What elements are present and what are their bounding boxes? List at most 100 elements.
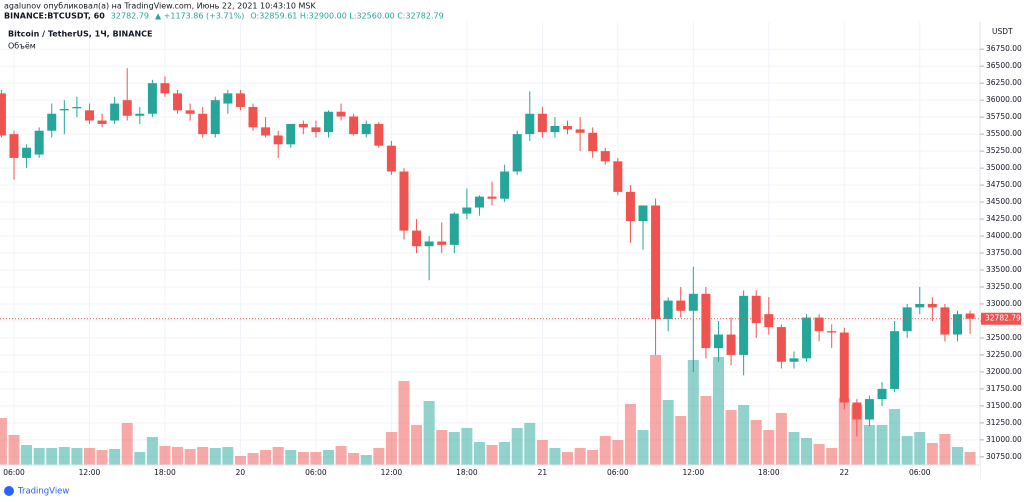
candle-body	[185, 110, 195, 114]
volume-bar	[323, 450, 334, 465]
volume-bar	[209, 448, 221, 465]
volume-bar	[725, 410, 737, 465]
price: 32782.79	[111, 12, 149, 21]
candle-body	[726, 334, 736, 355]
candle-body	[9, 134, 19, 158]
price-axis-bg	[980, 22, 1024, 480]
candle-body	[600, 151, 610, 162]
volume-legend: Объём	[8, 42, 36, 51]
volume-bar	[838, 398, 850, 465]
candle-body	[789, 358, 799, 362]
change: ▲ +1173.86 (+3.71%)	[155, 12, 244, 21]
volume-bar	[335, 446, 347, 465]
candle-body	[864, 399, 874, 420]
volume-bar	[675, 416, 687, 465]
volume-bar	[750, 420, 762, 465]
volume-bar	[8, 435, 20, 465]
y-tick-label: 31750.00	[986, 384, 1022, 393]
volume-bar	[272, 447, 284, 465]
volume-bar	[285, 450, 297, 465]
candle-body	[500, 171, 510, 199]
x-tick-label: 12:00	[381, 468, 403, 477]
x-tick-label: 06:00	[305, 468, 327, 477]
x-tick-label: 06:00	[607, 468, 629, 477]
y-tick-label: 36250.00	[986, 78, 1022, 87]
volume-bar	[58, 447, 70, 465]
candle-body	[399, 171, 409, 231]
y-tick-label: 36500.00	[986, 61, 1022, 70]
y-tick-label: 34500.00	[986, 197, 1022, 206]
x-tick-label: 20	[236, 468, 246, 477]
volume-bar	[310, 452, 322, 465]
candle-body	[802, 317, 812, 359]
candle-body	[487, 196, 497, 199]
time-axis-bg	[0, 465, 980, 480]
x-tick-label: 18:00	[758, 468, 780, 477]
header-bg	[0, 0, 1024, 22]
ohlc: O:32859.61 H:32900.00 L:32560.00 C:32782…	[250, 12, 443, 21]
candle-body	[235, 93, 245, 107]
volume-bar	[448, 432, 460, 465]
candle-body	[223, 93, 233, 104]
volume-bar	[121, 423, 133, 465]
volume-bar	[197, 447, 209, 465]
candle-body	[902, 307, 912, 332]
volume-bar	[637, 430, 649, 465]
candle-body	[613, 161, 623, 192]
y-tick-label: 35750.00	[986, 112, 1022, 121]
candle-body	[852, 402, 862, 420]
candle-body	[827, 331, 837, 333]
volume-bar	[222, 447, 234, 465]
volume-bar	[260, 450, 272, 465]
candle-body	[437, 241, 447, 245]
volume-bar	[96, 450, 108, 465]
candle-body	[927, 303, 937, 308]
y-tick-label: 36000.00	[986, 95, 1022, 104]
volume-bar	[687, 360, 699, 465]
y-tick-label: 31250.00	[986, 418, 1022, 427]
candle-body	[915, 303, 925, 308]
volume-bar	[536, 440, 548, 465]
y-tick-label: 31500.00	[986, 401, 1022, 410]
x-tick-label: 18:00	[154, 468, 176, 477]
volume-bar	[952, 447, 963, 465]
candle-body	[638, 205, 648, 222]
volume-bar	[411, 425, 423, 465]
candle-body	[688, 293, 698, 311]
candle-body	[537, 113, 547, 133]
candle-body	[311, 127, 321, 133]
candle-body	[651, 205, 661, 319]
y-tick-label: 35000.00	[986, 163, 1022, 172]
y-tick-label: 32000.00	[986, 367, 1022, 376]
volume-bar	[461, 428, 473, 465]
symbol: BINANCE:BTCUSDT, 60	[4, 12, 105, 21]
currency: USDT	[992, 27, 1013, 36]
candle-body	[286, 123, 296, 145]
candle-body	[839, 332, 849, 403]
candle-body	[965, 313, 975, 319]
candle-body	[563, 125, 573, 130]
y-tick-label: 30750.00	[986, 452, 1022, 461]
y-tick-label: 34750.00	[986, 180, 1022, 189]
y-tick-label: 35500.00	[986, 129, 1022, 138]
candle-body	[550, 125, 560, 133]
volume-bar	[297, 452, 309, 465]
volume-bar	[562, 452, 574, 465]
candle-body	[625, 191, 635, 222]
volume-bar	[0, 418, 7, 465]
y-tick-label: 33000.00	[986, 299, 1022, 308]
candle-body	[34, 130, 44, 155]
volume-bar	[385, 432, 397, 465]
candle-body	[525, 113, 535, 135]
volume-bar	[109, 449, 121, 465]
candle-body	[751, 295, 761, 324]
y-tick-label: 35250.00	[986, 146, 1022, 155]
volume-bar	[83, 448, 95, 465]
volume-bar	[738, 405, 750, 465]
candle-body	[412, 230, 422, 247]
volume-bar	[146, 437, 158, 465]
volume-bar	[964, 452, 976, 465]
x-tick-label: 22	[840, 468, 850, 477]
volume-bar	[134, 452, 146, 465]
candle-body	[160, 83, 170, 94]
